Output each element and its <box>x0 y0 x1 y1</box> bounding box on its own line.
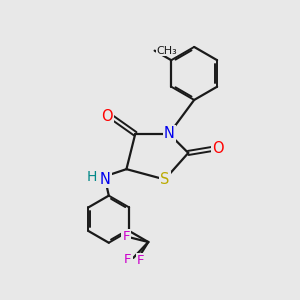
Text: S: S <box>160 172 169 187</box>
Text: F: F <box>122 230 130 243</box>
Text: N: N <box>164 126 175 141</box>
Text: O: O <box>101 109 112 124</box>
Text: N: N <box>100 172 111 187</box>
Text: H: H <box>86 170 97 184</box>
Text: F: F <box>124 253 132 266</box>
Text: F: F <box>137 254 145 267</box>
Text: O: O <box>212 141 224 156</box>
Text: CH₃: CH₃ <box>156 46 177 56</box>
